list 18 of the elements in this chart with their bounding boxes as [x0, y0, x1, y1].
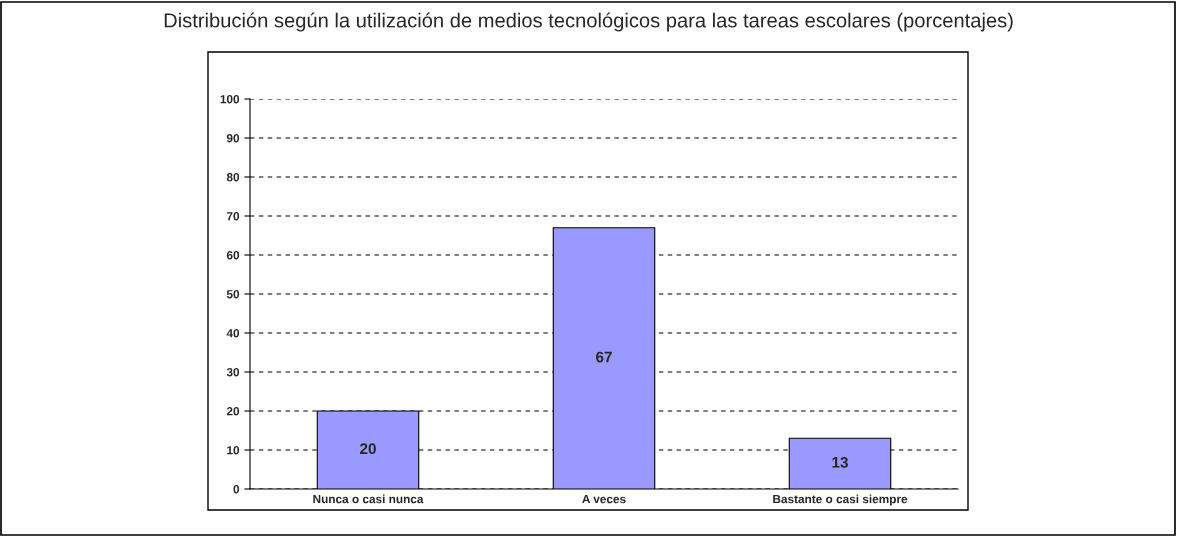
y-tick-label: 70 — [226, 212, 240, 221]
y-tick-label: 100 — [220, 95, 240, 104]
y-tick-label: 80 — [226, 173, 240, 182]
y-tick-label: 50 — [226, 290, 240, 299]
y-tick-label: 10 — [227, 446, 240, 455]
data-label: 20 — [360, 443, 376, 455]
y-tick-label: 20 — [226, 407, 240, 416]
y-tick-label: 90 — [226, 134, 240, 143]
y-tick-label: 0 — [233, 485, 240, 494]
x-tick-label: Bastante o casi siempre — [773, 494, 908, 506]
x-tick-label: Nunca o casi nunca — [313, 494, 424, 504]
x-tick-label: A veces — [582, 494, 626, 504]
y-tick-label: 40 — [226, 329, 240, 338]
y-tick-label: 30 — [226, 368, 240, 377]
data-label: 67 — [596, 351, 612, 363]
y-tick-label: 60 — [226, 251, 240, 260]
data-label: 13 — [832, 456, 848, 468]
chart-title: Distribución según la utilización de medios tecnológicos para las tareas escolares (porcentajes) — [164, 12, 1013, 32]
